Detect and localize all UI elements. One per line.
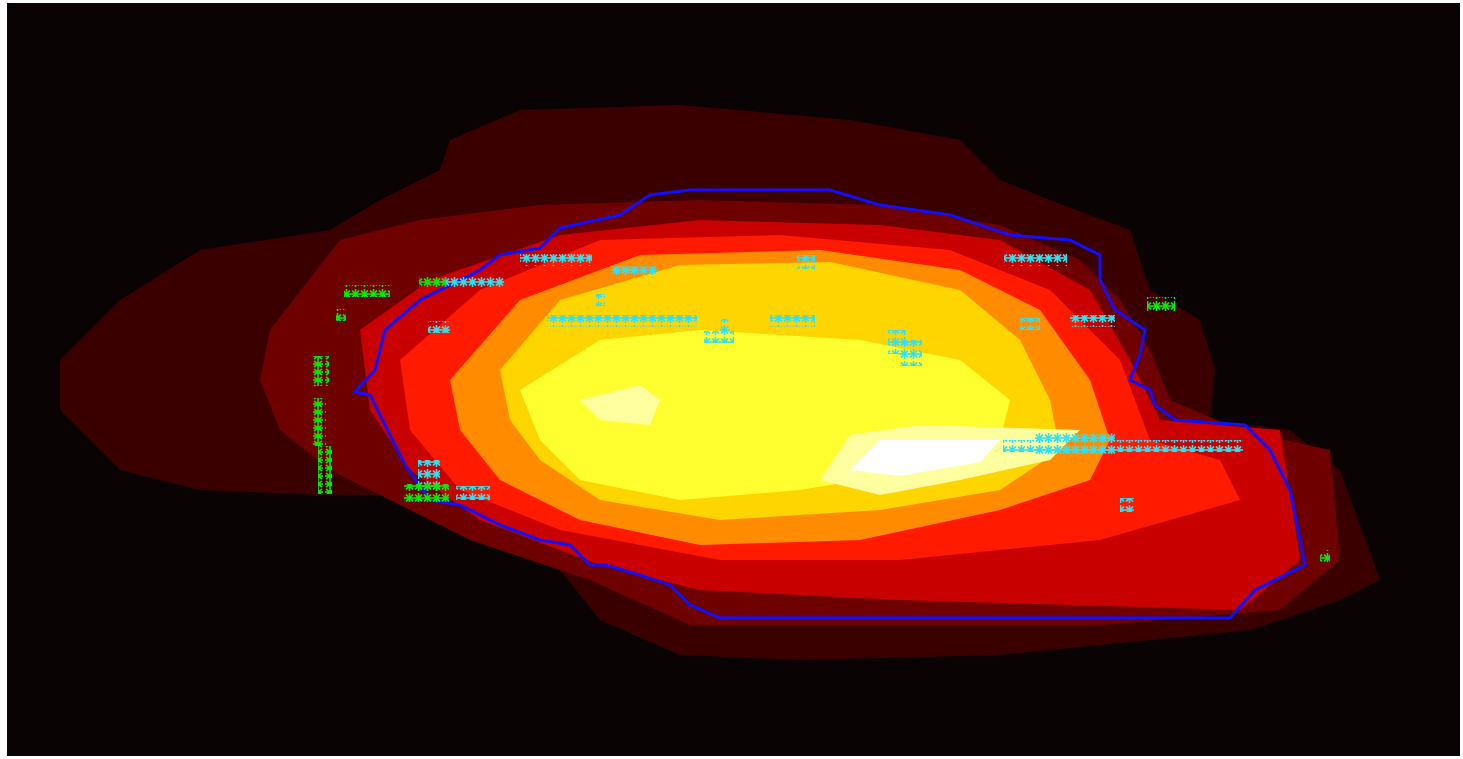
page: (() => { const data = JSON.parse(documen… <box>0 0 1463 759</box>
heat-image <box>0 0 1463 759</box>
